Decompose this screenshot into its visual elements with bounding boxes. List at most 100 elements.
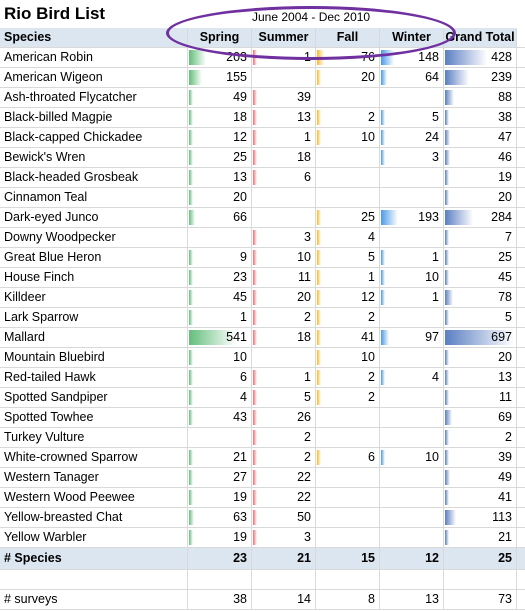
total-value-cell[interactable]: 2 bbox=[444, 428, 517, 447]
species-name-cell[interactable]: Spotted Sandpiper bbox=[0, 388, 188, 407]
total-value-cell[interactable]: 697 bbox=[444, 328, 517, 347]
fall-value-cell[interactable]: 10 bbox=[316, 348, 380, 367]
summer-value-cell[interactable]: 6 bbox=[252, 168, 316, 187]
species-name-cell[interactable]: Mallard bbox=[0, 328, 188, 347]
spring-value-cell[interactable]: 1 bbox=[188, 308, 252, 327]
header-grand-total[interactable]: Grand Total bbox=[444, 28, 517, 47]
species-count-label[interactable]: # Species bbox=[0, 548, 188, 569]
total-value-cell[interactable]: 20 bbox=[444, 348, 517, 367]
winter-value-cell[interactable] bbox=[380, 348, 444, 367]
spring-value-cell[interactable] bbox=[188, 228, 252, 247]
spring-value-cell[interactable]: 19 bbox=[188, 488, 252, 507]
spring-value-cell[interactable]: 25 bbox=[188, 148, 252, 167]
summer-value-cell[interactable]: 13 bbox=[252, 108, 316, 127]
fall-value-cell[interactable]: 6 bbox=[316, 448, 380, 467]
species-name-cell[interactable]: Yellow-breasted Chat bbox=[0, 508, 188, 527]
summer-value-cell[interactable]: 22 bbox=[252, 468, 316, 487]
blank-cell[interactable] bbox=[316, 570, 380, 589]
fall-value-cell[interactable] bbox=[316, 528, 380, 547]
fall-value-cell[interactable]: 2 bbox=[316, 368, 380, 387]
spring-value-cell[interactable]: 63 bbox=[188, 508, 252, 527]
spring-value-cell[interactable]: 203 bbox=[188, 48, 252, 67]
summer-value-cell[interactable]: 50 bbox=[252, 508, 316, 527]
summer-value-cell[interactable] bbox=[252, 208, 316, 227]
fall-value-cell[interactable] bbox=[316, 488, 380, 507]
winter-value-cell[interactable] bbox=[380, 408, 444, 427]
winter-value-cell[interactable] bbox=[380, 488, 444, 507]
winter-value-cell[interactable]: 1 bbox=[380, 288, 444, 307]
blank-cell[interactable] bbox=[188, 570, 252, 589]
spring-value-cell[interactable]: 12 bbox=[188, 128, 252, 147]
spring-value-cell[interactable]: 19 bbox=[188, 528, 252, 547]
fall-value-cell[interactable]: 20 bbox=[316, 68, 380, 87]
species-name-cell[interactable]: Black-headed Grosbeak bbox=[0, 168, 188, 187]
total-value-cell[interactable]: 21 bbox=[444, 528, 517, 547]
winter-value-cell[interactable] bbox=[380, 308, 444, 327]
species-name-cell[interactable]: Killdeer bbox=[0, 288, 188, 307]
species-name-cell[interactable]: Lark Sparrow bbox=[0, 308, 188, 327]
surveys-fall[interactable]: 8 bbox=[316, 590, 380, 609]
spring-value-cell[interactable]: 49 bbox=[188, 88, 252, 107]
species-name-cell[interactable]: Black-capped Chickadee bbox=[0, 128, 188, 147]
fall-value-cell[interactable] bbox=[316, 428, 380, 447]
winter-value-cell[interactable] bbox=[380, 428, 444, 447]
spring-value-cell[interactable]: 21 bbox=[188, 448, 252, 467]
winter-value-cell[interactable]: 148 bbox=[380, 48, 444, 67]
summer-value-cell[interactable]: 1 bbox=[252, 128, 316, 147]
total-value-cell[interactable]: 113 bbox=[444, 508, 517, 527]
species-name-cell[interactable]: White-crowned Sparrow bbox=[0, 448, 188, 467]
winter-value-cell[interactable]: 10 bbox=[380, 268, 444, 287]
winter-value-cell[interactable] bbox=[380, 468, 444, 487]
species-name-cell[interactable]: American Robin bbox=[0, 48, 188, 67]
total-value-cell[interactable]: 25 bbox=[444, 248, 517, 267]
fall-value-cell[interactable] bbox=[316, 508, 380, 527]
summer-value-cell[interactable]: 1 bbox=[252, 48, 316, 67]
total-value-cell[interactable]: 88 bbox=[444, 88, 517, 107]
summer-value-cell[interactable]: 20 bbox=[252, 288, 316, 307]
summer-value-cell[interactable]: 26 bbox=[252, 408, 316, 427]
fall-value-cell[interactable]: 5 bbox=[316, 248, 380, 267]
spring-value-cell[interactable]: 23 bbox=[188, 268, 252, 287]
spring-value-cell[interactable]: 10 bbox=[188, 348, 252, 367]
winter-value-cell[interactable] bbox=[380, 228, 444, 247]
total-value-cell[interactable]: 78 bbox=[444, 288, 517, 307]
winter-value-cell[interactable]: 5 bbox=[380, 108, 444, 127]
fall-value-cell[interactable]: 25 bbox=[316, 208, 380, 227]
summer-value-cell[interactable]: 2 bbox=[252, 428, 316, 447]
surveys-label[interactable]: # surveys bbox=[0, 590, 188, 609]
species-name-cell[interactable]: Mountain Bluebird bbox=[0, 348, 188, 367]
species-name-cell[interactable]: Black-billed Magpie bbox=[0, 108, 188, 127]
blank-cell[interactable] bbox=[0, 570, 188, 589]
fall-value-cell[interactable] bbox=[316, 168, 380, 187]
fall-value-cell[interactable]: 4 bbox=[316, 228, 380, 247]
species-name-cell[interactable]: Spotted Towhee bbox=[0, 408, 188, 427]
species-name-cell[interactable]: House Finch bbox=[0, 268, 188, 287]
spring-value-cell[interactable]: 9 bbox=[188, 248, 252, 267]
species-name-cell[interactable]: Ash-throated Flycatcher bbox=[0, 88, 188, 107]
surveys-winter[interactable]: 13 bbox=[380, 590, 444, 609]
fall-value-cell[interactable]: 2 bbox=[316, 108, 380, 127]
summer-value-cell[interactable]: 2 bbox=[252, 308, 316, 327]
blank-cell[interactable] bbox=[444, 570, 517, 589]
spring-value-cell[interactable]: 45 bbox=[188, 288, 252, 307]
summer-value-cell[interactable]: 11 bbox=[252, 268, 316, 287]
winter-value-cell[interactable] bbox=[380, 508, 444, 527]
total-value-cell[interactable]: 19 bbox=[444, 168, 517, 187]
total-value-cell[interactable]: 39 bbox=[444, 448, 517, 467]
total-value-cell[interactable]: 45 bbox=[444, 268, 517, 287]
species-name-cell[interactable]: Yellow Warbler bbox=[0, 528, 188, 547]
spring-value-cell[interactable]: 27 bbox=[188, 468, 252, 487]
total-value-cell[interactable]: 284 bbox=[444, 208, 517, 227]
winter-value-cell[interactable] bbox=[380, 168, 444, 187]
spring-value-cell[interactable]: 6 bbox=[188, 368, 252, 387]
summer-value-cell[interactable]: 10 bbox=[252, 248, 316, 267]
winter-value-cell[interactable]: 10 bbox=[380, 448, 444, 467]
species-name-cell[interactable]: Cinnamon Teal bbox=[0, 188, 188, 207]
total-value-cell[interactable]: 41 bbox=[444, 488, 517, 507]
fall-value-cell[interactable]: 2 bbox=[316, 308, 380, 327]
header-summer[interactable]: Summer bbox=[252, 28, 316, 47]
species-name-cell[interactable]: Turkey Vulture bbox=[0, 428, 188, 447]
winter-value-cell[interactable]: 24 bbox=[380, 128, 444, 147]
fall-value-cell[interactable]: 41 bbox=[316, 328, 380, 347]
summer-value-cell[interactable]: 22 bbox=[252, 488, 316, 507]
